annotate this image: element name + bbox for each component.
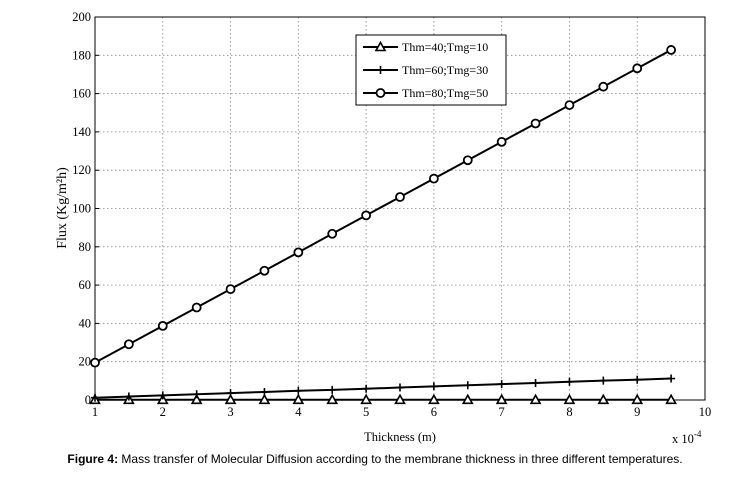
x-tick-label: 7: [499, 405, 505, 419]
legend-entry-label: Thm=60;Tmg=30: [402, 63, 488, 77]
data-point-plus: [396, 383, 404, 392]
series-line: [94, 377, 672, 399]
legend-entry-label: Thm=40;Tmg=10: [402, 40, 488, 54]
data-point-triangle: [224, 393, 237, 405]
x-axis-multiplier: x 10-4: [672, 429, 702, 446]
legend-entry-label: Thm=80;Tmg=50: [402, 86, 488, 100]
series-line: [94, 49, 672, 364]
data-point-triangle: [394, 393, 406, 405]
x-tick-label: 4: [295, 405, 302, 419]
x-tick-label: 1: [92, 405, 98, 419]
legend-marker-triangle: [374, 40, 387, 52]
data-point-circle: [462, 155, 473, 166]
data-point-plus: [497, 380, 506, 389]
data-point-plus: [91, 393, 99, 402]
data-point-triangle: [495, 393, 508, 405]
data-point-circle: [564, 100, 575, 110]
data-point-plus: [429, 382, 438, 391]
data-point-plus: [192, 390, 201, 399]
x-axis-multiplier-exponent: -4: [694, 429, 702, 439]
figure-caption: Figure 4: Mass transfer of Molecular Dif…: [0, 452, 750, 466]
flux-line-chart: 1 2 3 4 5 6 7 8 9 10 020406080100120140160180200 …: [55, 10, 711, 446]
data-point-plus: [565, 377, 574, 386]
data-point-plus: [124, 392, 133, 401]
series-circle: [90, 45, 677, 368]
series-layer: [89, 45, 677, 405]
x-tick-label: 5: [363, 405, 369, 419]
y-tick-label: 40: [79, 316, 92, 330]
data-point-triangle: [529, 393, 542, 405]
data-point-circle: [259, 265, 270, 276]
data-point-triangle: [258, 393, 271, 405]
figure-caption-label: Figure 4:: [67, 452, 119, 466]
data-point-plus: [531, 378, 540, 387]
data-point-plus: [599, 376, 608, 385]
data-point-plus: [294, 386, 303, 395]
x-tick-label: 8: [566, 405, 572, 419]
y-tick-label: 0: [85, 393, 91, 407]
data-point-circle: [361, 210, 372, 221]
data-point-plus: [463, 381, 472, 390]
data-point-plus: [158, 391, 167, 400]
x-axis-ticks: 1 2 3 4 5 6 7 8 9 10: [92, 396, 711, 419]
data-point-triangle: [461, 393, 474, 405]
y-tick-label: 180: [72, 48, 91, 62]
data-point-plus: [362, 384, 371, 393]
data-point-triangle: [292, 393, 305, 405]
y-tick-label: 60: [79, 278, 92, 292]
data-point-circle: [293, 247, 304, 258]
x-tick-label: 10: [699, 405, 712, 419]
data-point-circle: [632, 63, 643, 74]
data-point-triangle: [326, 393, 339, 405]
data-point-circle: [395, 192, 405, 202]
data-point-circle: [157, 320, 168, 331]
legend: Thm=40;Tmg=10 Thm=60;Tmg=30 Thm=80;Tmg=50: [355, 34, 507, 106]
data-point-circle: [90, 357, 100, 368]
data-point-triangle: [190, 393, 203, 405]
data-point-circle: [666, 45, 677, 55]
x-tick-label: 9: [634, 405, 640, 419]
data-point-plus: [328, 385, 337, 394]
figure-caption-text: Mass transfer of Molecular Diffusion acc…: [118, 452, 683, 466]
data-point-triangle: [563, 393, 576, 405]
data-point-triangle: [631, 393, 644, 405]
data-point-triangle: [360, 393, 372, 405]
y-tick-label: 80: [79, 240, 92, 254]
data-point-circle: [123, 339, 134, 350]
legend-marker-plus: [376, 66, 385, 74]
data-point-plus: [226, 389, 235, 398]
series-triangle: [89, 393, 677, 405]
data-point-circle: [191, 302, 202, 313]
y-tick-label: 140: [72, 125, 91, 139]
x-tick-label: 3: [227, 405, 233, 419]
data-point-plus: [633, 375, 642, 384]
x-axis-multiplier-base: x 10: [672, 432, 694, 446]
data-point-triangle: [428, 393, 440, 405]
data-point-circle: [530, 118, 541, 129]
y-tick-label: 20: [79, 355, 92, 369]
data-point-plus: [667, 374, 676, 383]
x-tick-label: 6: [431, 405, 437, 419]
x-axis-label: Thickness (m): [364, 430, 436, 444]
legend-marker-circle: [375, 88, 386, 98]
data-point-circle: [496, 136, 507, 147]
y-tick-label: 120: [72, 163, 91, 177]
x-tick-label: 2: [160, 405, 166, 419]
data-point-circle: [327, 228, 338, 239]
data-point-triangle: [597, 393, 610, 405]
y-axis-label: Flux (Kg/m²h): [55, 167, 70, 249]
data-point-circle: [225, 284, 236, 295]
data-point-triangle: [665, 393, 677, 405]
series-plus: [91, 374, 676, 402]
y-tick-label: 100: [72, 202, 91, 216]
data-point-plus: [260, 387, 269, 396]
data-point-circle: [428, 173, 439, 184]
y-tick-label: 160: [72, 87, 91, 101]
y-tick-label: 200: [72, 10, 91, 24]
data-point-circle: [598, 81, 609, 92]
